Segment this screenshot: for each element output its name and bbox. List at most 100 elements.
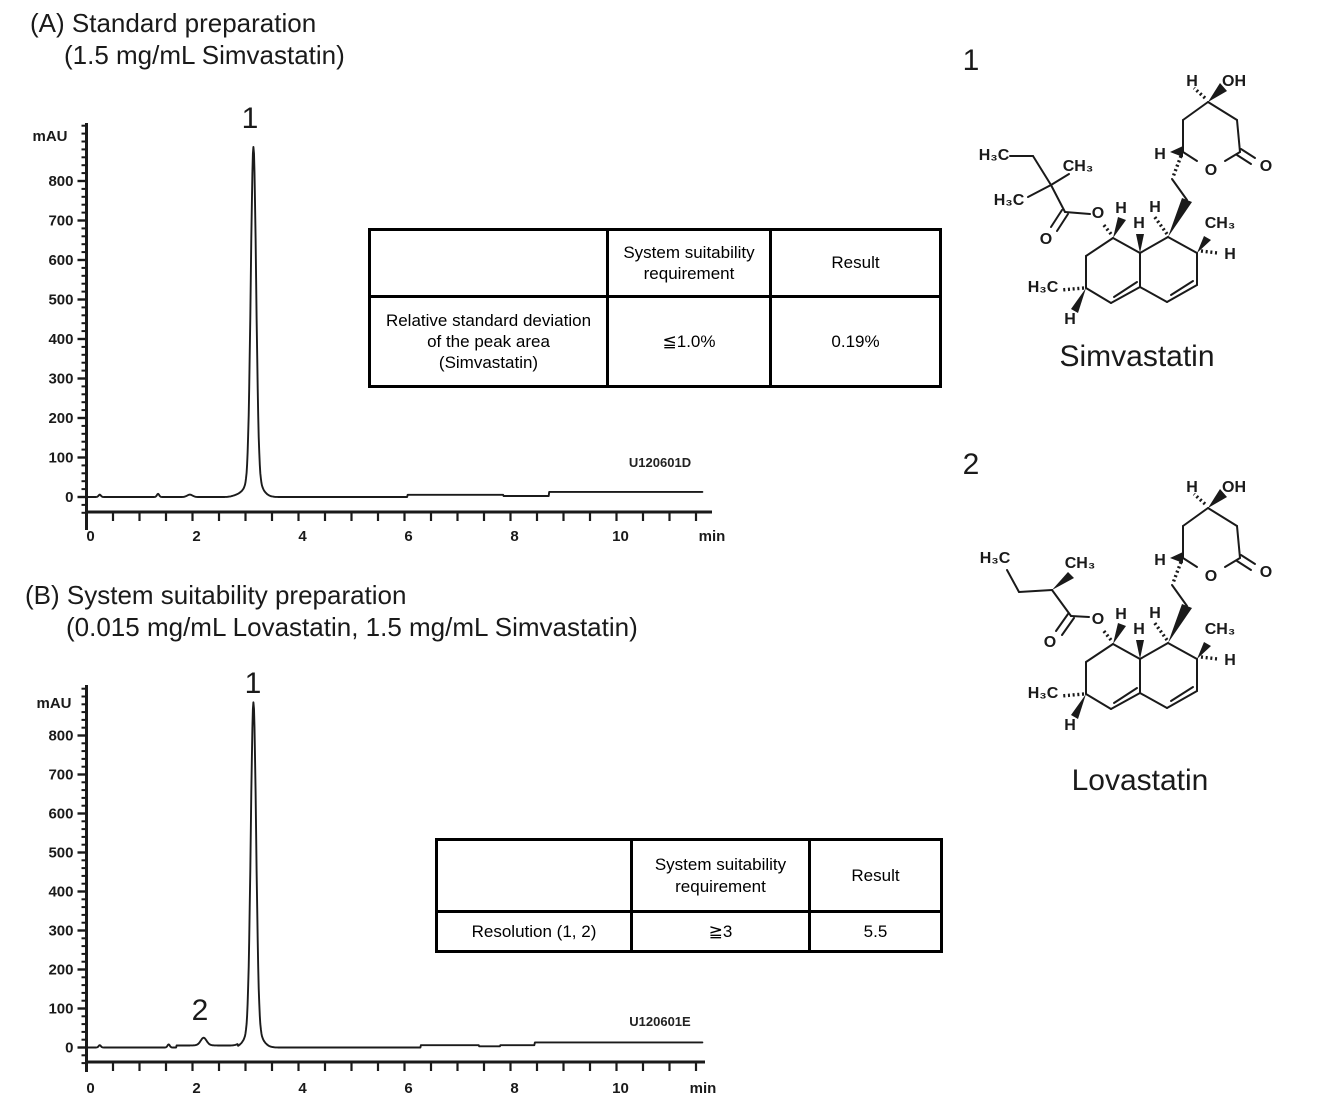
- atom-label: H: [1115, 606, 1127, 623]
- y-tick-label: 400: [48, 884, 73, 901]
- y-tick-label: 100: [48, 450, 73, 467]
- bond-line: [1112, 643, 1141, 660]
- bond-line: [1166, 690, 1198, 709]
- bond-line: [1050, 173, 1070, 186]
- atom-label: H₃C: [979, 147, 1010, 164]
- chromatogram-b-plot: 0 100 200 300 400 500 600 700 800 mAU 0 2 4 6 8 10 min 2 1…: [36, 667, 716, 1097]
- x-tick-label: 0: [86, 528, 94, 545]
- atom-label: H: [1224, 246, 1236, 263]
- bond-line: [1171, 584, 1188, 607]
- atom-label: H₃C: [1028, 685, 1059, 702]
- table-a-row-requirement: ≦1.0%: [606, 295, 769, 385]
- bond-line: [1139, 692, 1168, 709]
- atom-label: CH₃: [1065, 555, 1096, 572]
- atom-label: H: [1115, 200, 1127, 217]
- atom-label: H: [1186, 479, 1198, 496]
- bond-line: [1167, 642, 1198, 660]
- chromatogram-trace: [85, 701, 704, 1049]
- y-tick-label: 500: [48, 292, 73, 309]
- atom-label: H: [1154, 552, 1166, 569]
- atom-label: O: [1205, 162, 1217, 179]
- bond-line: [1182, 151, 1198, 162]
- wedge-bond: [1168, 604, 1192, 643]
- section-a-subtitle: (1.5 mg/mL Simvastatin): [64, 40, 345, 70]
- bond-line: [1061, 617, 1075, 636]
- bond-line: [1070, 615, 1090, 618]
- bond-line: [1240, 148, 1256, 159]
- wedge-bond: [1071, 288, 1086, 313]
- x-tick-label: 8: [510, 1080, 518, 1097]
- section-b-title: (B) System suitability preparation: [25, 580, 407, 610]
- x-tick-label: 2: [192, 528, 200, 545]
- bond-line: [1064, 211, 1091, 215]
- bond-line: [1006, 569, 1020, 593]
- y-tick-label: 300: [48, 371, 73, 388]
- y-tick-label: 700: [48, 213, 73, 230]
- chromatogram-trace: [85, 146, 704, 498]
- table-b-row-result: 5.5: [808, 910, 940, 950]
- hashed-bond: [1200, 655, 1219, 661]
- table-a-row-result: 0.19%: [769, 295, 939, 385]
- bond-line: [1166, 284, 1198, 303]
- bond-line: [1113, 687, 1138, 704]
- atom-label: O: [1092, 611, 1104, 628]
- atom-label: H: [1149, 199, 1161, 216]
- bond-line: [1112, 237, 1141, 254]
- x-tick-label: 6: [404, 1080, 412, 1097]
- bond-line: [1139, 236, 1169, 254]
- bond-line: [1032, 155, 1052, 186]
- bond-line: [1236, 525, 1241, 559]
- y-axis-unit-label: mAU: [32, 128, 67, 145]
- bond-line: [1050, 184, 1066, 213]
- atom-label: H: [1064, 717, 1076, 734]
- bond-line: [1170, 280, 1194, 296]
- bond-line: [1056, 213, 1069, 232]
- table-a-row-label: Relative standard deviation of the peak …: [371, 295, 606, 385]
- wedge-bond: [1136, 640, 1144, 659]
- bond-line: [1224, 151, 1241, 162]
- bond-line: [1207, 101, 1238, 121]
- hashed-bond: [1152, 215, 1169, 235]
- bond-line: [1170, 686, 1194, 702]
- bond-line: [1182, 557, 1198, 568]
- atom-label: H: [1154, 146, 1166, 163]
- wedge-bond: [1208, 83, 1227, 102]
- y-tick-label: 200: [48, 962, 73, 979]
- wedge-bond: [1071, 694, 1086, 719]
- x-axis-unit-label: min: [699, 528, 726, 545]
- atom-label: H₃C: [980, 550, 1011, 567]
- sample-id-annotation: U120601D: [629, 455, 691, 470]
- atom-label: H: [1186, 73, 1198, 90]
- atom-label: H₃C: [994, 192, 1025, 209]
- y-tick-label: 700: [48, 767, 73, 784]
- atom-label: H: [1149, 605, 1161, 622]
- bond-line: [1110, 692, 1141, 710]
- atom-label: CH₃: [1063, 158, 1094, 175]
- bond-line: [1224, 557, 1241, 568]
- wedge-bond: [1170, 146, 1183, 157]
- atom-label: H: [1133, 621, 1145, 638]
- y-tick-label: 0: [65, 1040, 73, 1057]
- structure-number-label: 1: [963, 44, 980, 77]
- system-suitability-table-a: System suitability requirement Result Re…: [368, 228, 942, 388]
- x-tick-label: 8: [510, 528, 518, 545]
- sample-id-annotation: U120601E: [629, 1014, 691, 1029]
- bond-line: [1236, 119, 1241, 153]
- y-tick-label: 600: [48, 252, 73, 269]
- y-tick-label: 200: [48, 410, 73, 427]
- bond-line: [1055, 613, 1069, 632]
- atom-label: O: [1260, 158, 1272, 175]
- atom-label: O: [1040, 231, 1052, 248]
- atom-label: CH₃: [1205, 215, 1236, 232]
- wedge-bond: [1197, 642, 1211, 659]
- bond-line: [1139, 286, 1168, 303]
- peak-number-label: 1: [245, 667, 262, 700]
- peak-number-label: 2: [192, 994, 209, 1027]
- atom-label: O: [1205, 568, 1217, 585]
- atom-label: CH₃: [1205, 621, 1236, 638]
- bond-line: [1113, 281, 1138, 298]
- wedge-bond: [1168, 198, 1192, 237]
- structure-name-label: Lovastatin: [1072, 764, 1209, 797]
